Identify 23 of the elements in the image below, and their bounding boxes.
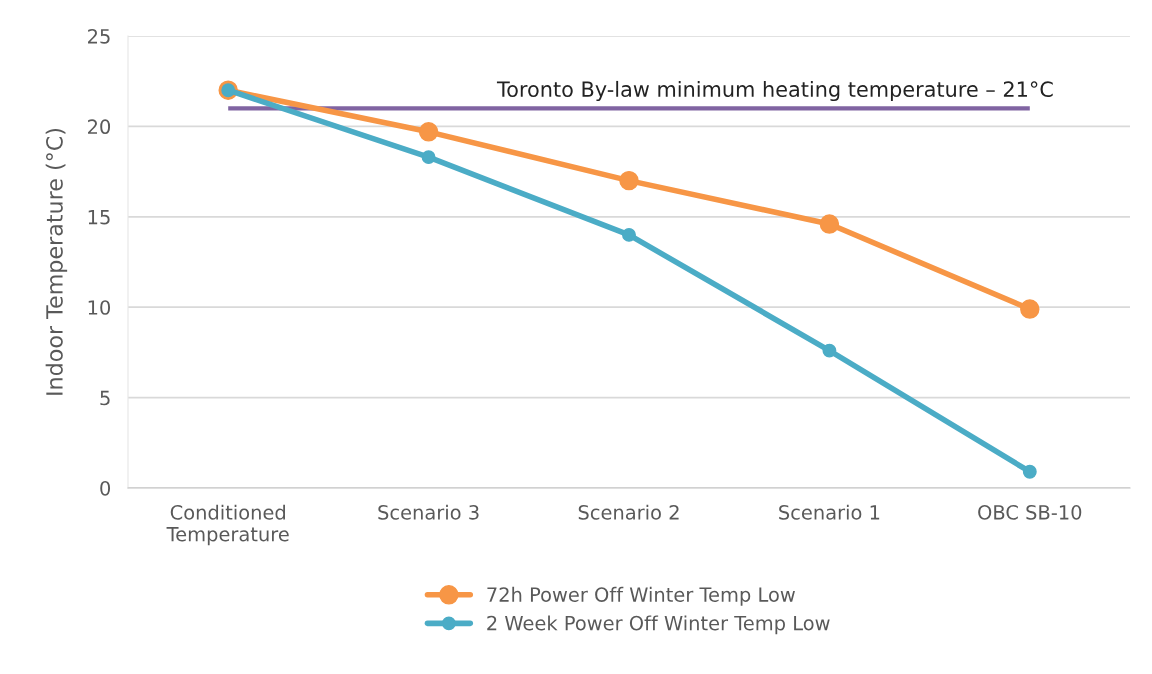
y-tick-label: 10 xyxy=(88,300,111,315)
point xyxy=(819,214,840,234)
legend-label: 2 Week Power Off Winter Temp Low xyxy=(487,615,830,635)
point xyxy=(619,170,639,191)
point xyxy=(1020,299,1040,319)
x-tick-label: Scenario 3 xyxy=(378,504,479,520)
y-tick-label: 0 xyxy=(100,480,111,496)
y-tick-label: 25 xyxy=(88,28,110,44)
legend-label: 72h Power Off Winter Temp Low xyxy=(487,586,795,606)
point xyxy=(622,227,636,242)
y-tick-label: 5 xyxy=(100,390,110,406)
x-tick-label: OBC SB-10 xyxy=(978,505,1082,520)
y-axis-title: Indoor Temperature (°C) xyxy=(45,128,68,395)
ref-line-label: Toronto By-law minimum heating temperature – 21°C xyxy=(496,80,1053,102)
point xyxy=(418,122,439,142)
x-tick-label: Scenario 2 xyxy=(578,504,679,520)
y-tick-label: 15 xyxy=(88,210,110,225)
x-tick-label: Scenario 1 xyxy=(779,504,880,520)
y-tick-label: 20 xyxy=(88,119,111,135)
x-tick-label: Conditioned Temperature xyxy=(166,504,289,546)
point xyxy=(822,343,837,358)
point xyxy=(1022,464,1037,479)
point xyxy=(421,150,436,165)
